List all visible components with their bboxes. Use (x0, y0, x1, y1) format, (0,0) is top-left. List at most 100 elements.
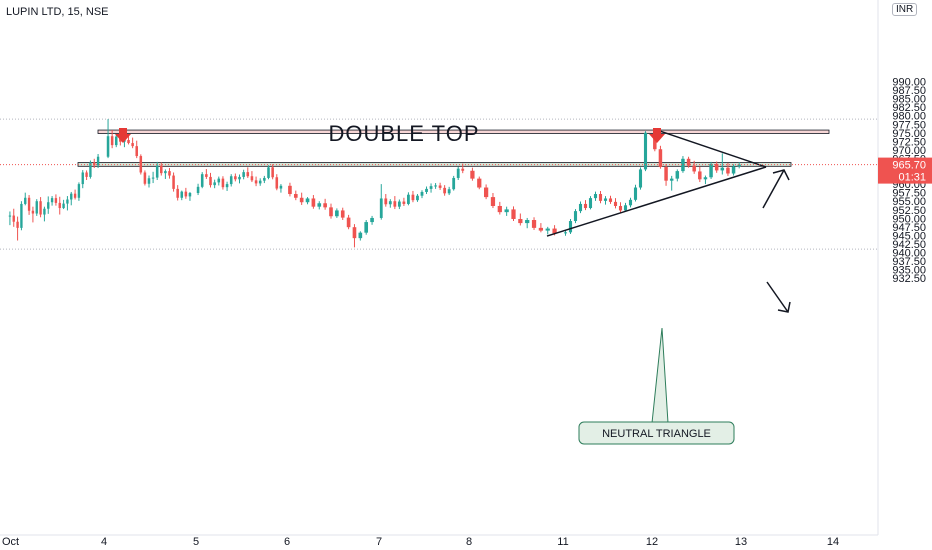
candle-body (675, 171, 680, 179)
candle-body (511, 209, 516, 219)
candle-body (50, 198, 54, 203)
candle-body (205, 174, 208, 177)
time-tick-label: 11 (557, 536, 568, 548)
candle-body (267, 167, 270, 178)
candle-body (66, 199, 69, 204)
candle (114, 134, 118, 148)
price-tick-label: 940.00 (892, 248, 926, 260)
candle-body (714, 163, 719, 171)
candle-body (497, 205, 502, 213)
candle (726, 162, 730, 176)
candle-body (135, 146, 138, 157)
candle (160, 162, 163, 176)
candle-body (402, 201, 406, 204)
candle-body (317, 203, 322, 207)
candle-body (225, 184, 229, 188)
candle (317, 201, 322, 210)
candle (89, 160, 92, 179)
candle (370, 215, 374, 225)
candle (172, 172, 175, 192)
candle (346, 214, 351, 230)
candle (70, 191, 73, 206)
candle-body (613, 201, 618, 206)
candle-body (692, 165, 696, 172)
candle (720, 153, 725, 175)
candle-body (323, 203, 327, 208)
candle (397, 199, 401, 210)
candle (379, 184, 383, 220)
candle (135, 140, 138, 159)
candle-body (452, 177, 456, 190)
price-tick-label: 990.00 (892, 77, 926, 89)
candle-body (370, 217, 374, 223)
candle-body (658, 149, 663, 167)
candle-body (20, 203, 23, 228)
candle (12, 208, 15, 227)
candle-body (27, 197, 31, 211)
candle (254, 176, 258, 187)
time-tick-label: 8 (466, 536, 472, 548)
candle-body (720, 167, 725, 171)
candle-body (164, 171, 167, 174)
candle (664, 163, 668, 186)
candle-body (726, 167, 730, 174)
breakdown-down-arrow (766, 281, 791, 313)
candle-body (388, 201, 392, 205)
candle (293, 190, 298, 201)
currency-badge[interactable]: INR (892, 3, 918, 16)
candle-body (188, 192, 192, 197)
time-tick-label: 12 (646, 536, 658, 548)
candle-body (568, 221, 573, 233)
price-tick-label: 955.00 (892, 196, 926, 208)
candle (511, 206, 516, 222)
candle-body (73, 193, 77, 198)
candle (603, 196, 608, 205)
candle-body (709, 163, 713, 178)
candle-body (172, 175, 175, 189)
time-tick-label: 13 (735, 536, 747, 548)
candle-body (160, 165, 163, 174)
candle (275, 174, 279, 191)
price-tag-countdown: 01:31 (898, 172, 926, 184)
candle (225, 181, 229, 191)
price-tick-label: 932.50 (892, 273, 926, 285)
candle (452, 175, 456, 191)
candle (200, 172, 204, 189)
candle-body (737, 164, 741, 167)
candle (151, 171, 155, 184)
candle (43, 206, 46, 222)
candle-body (698, 171, 702, 180)
candle (593, 191, 598, 201)
candle (340, 207, 345, 221)
price-tick-label: 937.50 (892, 256, 926, 268)
candle (305, 197, 310, 205)
candle-body (242, 172, 245, 177)
candle (420, 190, 424, 199)
candle (456, 166, 460, 180)
candle (143, 170, 147, 186)
candle (692, 160, 696, 174)
candle (425, 186, 428, 195)
candle (258, 178, 262, 186)
candle-body (420, 191, 424, 196)
price-tick-label: 975.00 (892, 128, 926, 140)
candle-body (85, 172, 88, 177)
candle-body (531, 220, 537, 228)
price-axis[interactable]: 932.50935.00937.50940.00942.50945.00947.… (877, 0, 926, 535)
candle (311, 195, 316, 209)
candle-body (643, 132, 648, 170)
candle (703, 175, 708, 185)
triangle-label-text: NEUTRAL TRIANGLE (602, 428, 711, 440)
candle (131, 137, 134, 149)
candle (358, 231, 363, 241)
candle-body (411, 194, 415, 201)
candle-body (8, 215, 12, 217)
candle-body (393, 201, 397, 207)
candle (58, 196, 61, 215)
candle (429, 183, 433, 193)
candle (573, 209, 578, 224)
candle-body (443, 187, 447, 194)
time-axis[interactable]: Oct 4 5 6 7 8 11 12 13 14 (0, 534, 878, 548)
candle (681, 156, 685, 173)
